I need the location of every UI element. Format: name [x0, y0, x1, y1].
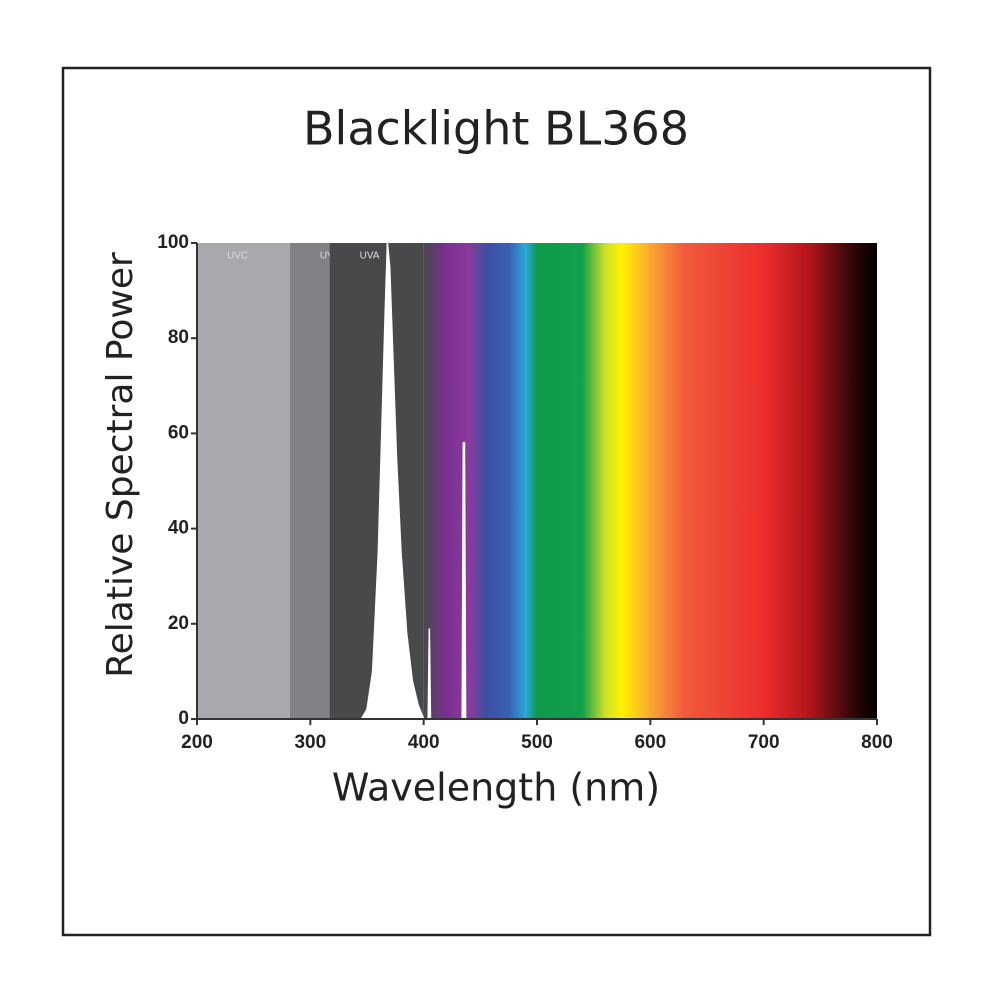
- y-axis-label: Relative Spectral Power: [100, 252, 141, 678]
- visible-spectrum: [423, 243, 877, 719]
- x-tick-label: 300: [294, 732, 326, 753]
- chart-title: Blacklight BL368: [303, 102, 689, 156]
- y-tick-label: 80: [168, 327, 189, 348]
- spectral-curve: [360, 242, 467, 720]
- band-label: UVC: [227, 251, 248, 262]
- y-tick-label: 0: [178, 708, 189, 729]
- frame: [61, 66, 932, 937]
- uv-band: [289, 243, 330, 719]
- x-tick-label: 200: [181, 732, 213, 753]
- x-tick-label: 700: [748, 732, 780, 753]
- x-tick-label: 600: [634, 732, 666, 753]
- y-tick-label: 100: [157, 232, 189, 253]
- x-tick-label: 500: [521, 732, 553, 753]
- y-tick-label: 40: [168, 518, 189, 539]
- uv-band: [197, 243, 290, 719]
- x-tick-label: 800: [861, 732, 893, 753]
- y-tick-label: 20: [168, 613, 189, 634]
- x-axis-label: Wavelength (nm): [332, 766, 660, 810]
- y-tick-label: 60: [168, 422, 189, 443]
- x-tick-label: 400: [408, 732, 440, 753]
- band-label: UVA: [360, 251, 380, 262]
